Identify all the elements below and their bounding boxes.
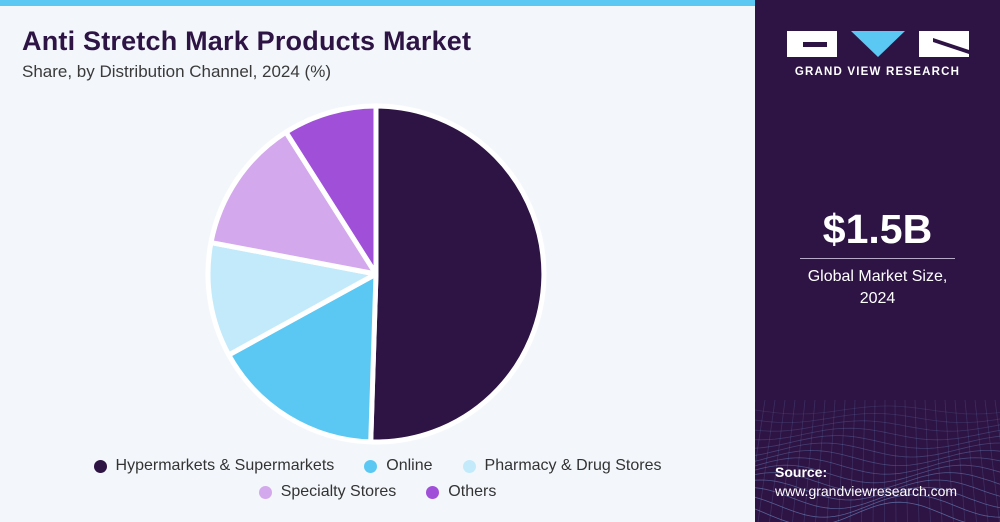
legend-label: Others [448,483,497,500]
pie-slice-hypermarkets-supermarkets [368,103,547,445]
pie-slice-online [226,271,379,445]
legend-dot [93,459,107,473]
legend-label: Pharmacy & Drug Stores [484,457,662,474]
source-link[interactable]: www.grandviewresearch.com [775,483,958,499]
divider [800,258,955,259]
source-label: Source: [775,464,828,480]
wave-pattern-decoration [755,400,1000,522]
pie-slice-pharmacy-drug-stores [205,240,379,358]
legend-dot [258,485,272,499]
legend-label: Specialty Stores [280,483,397,500]
market-size-label-line2: 2024 [859,290,896,307]
chart-title: Anti Stretch Mark Products Market [22,26,472,56]
legend-dot [364,459,378,473]
legend-row-2: Specialty Stores Others [0,483,755,501]
chart-subtitle: Share, by Distribution Channel, 2024 (%) [22,62,331,81]
legend-item-specialty: Specialty Stores [258,483,397,501]
legend-label: Online [386,457,433,474]
chart-panel: Anti Stretch Mark Products Market Share,… [0,0,755,522]
market-size-value: $1.5B [822,206,933,252]
accent-bar [0,0,755,6]
market-size-label-line1: Global Market Size, [807,268,948,285]
legend-row-1: Hypermarkets & Supermarkets Online Pharm… [0,457,755,475]
brand-name: GRAND VIEW RESEARCH [794,66,961,78]
info-sidebar: GRAND VIEW RESEARCH $1.5B Global Market … [755,0,1000,522]
market-size-label: Global Market Size, 2024 [755,266,1000,310]
grand-view-research-logo [787,31,969,57]
pie-slice-specialty-stores [208,129,379,277]
legend-item-others: Others [426,483,496,501]
legend-dot [426,485,440,499]
legend-label: Hypermarkets & Supermarkets [115,457,335,474]
legend-item-hypermarkets: Hypermarkets & Supermarkets [93,457,335,475]
pie-chart [205,103,547,445]
legend-dot [462,459,476,473]
legend-item-online: Online [364,457,433,475]
pie-slice-others [283,103,379,277]
legend-item-pharmacy: Pharmacy & Drug Stores [462,457,662,475]
